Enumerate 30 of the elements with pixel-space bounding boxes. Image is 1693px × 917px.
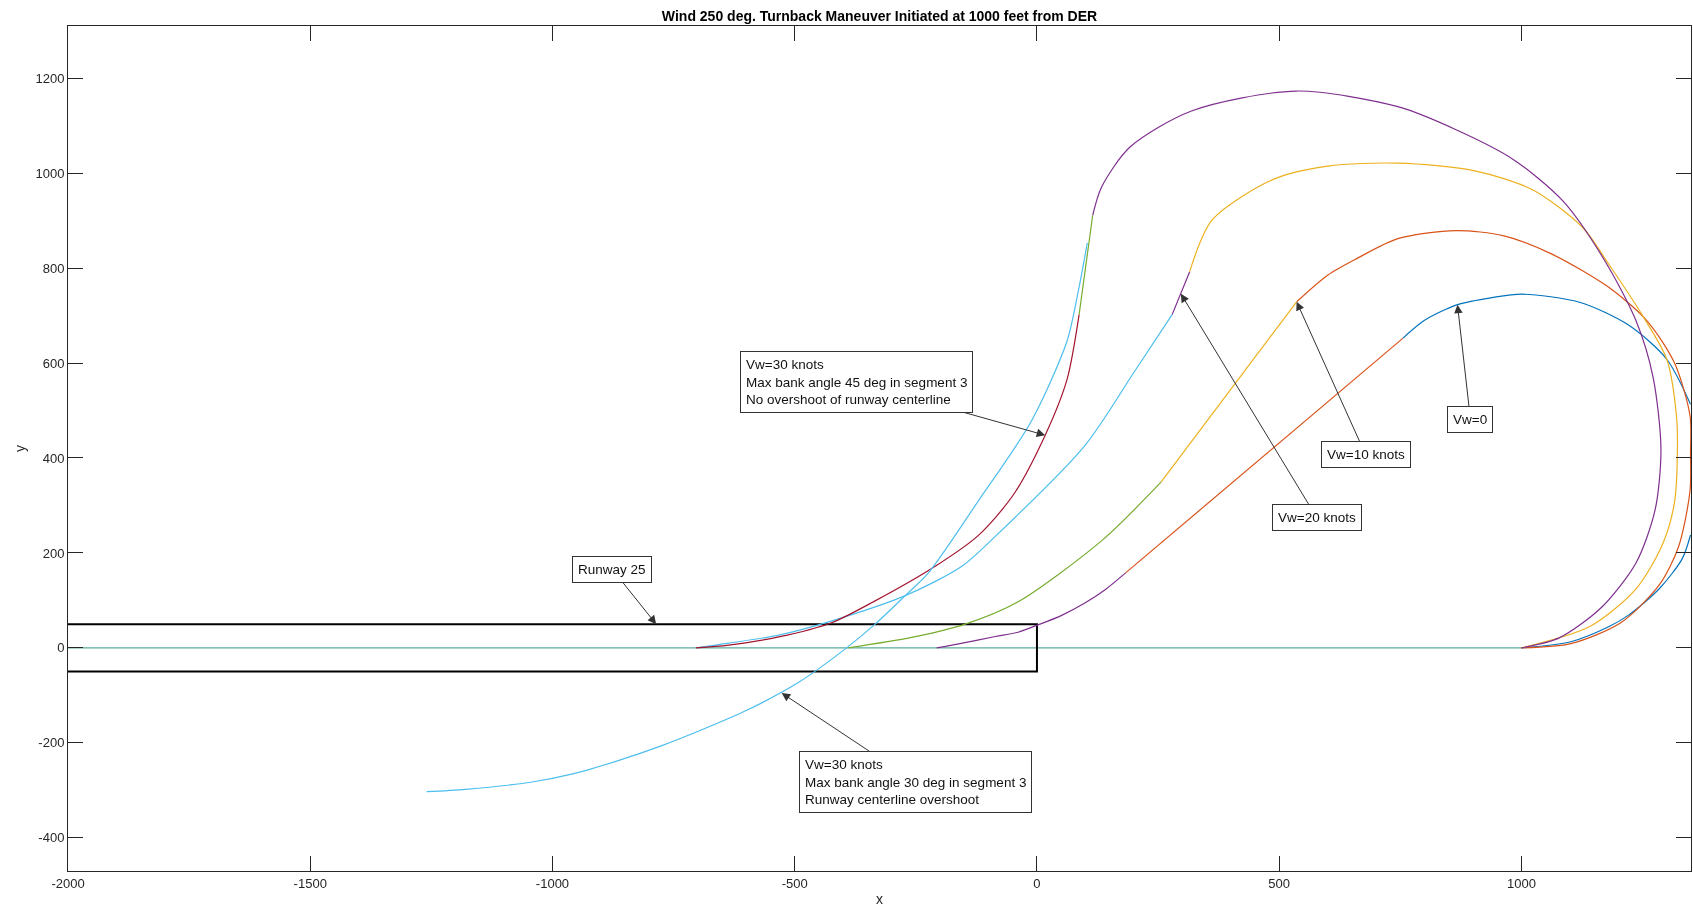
line-series xyxy=(695,314,1080,649)
y-tick-label: 0 xyxy=(57,640,65,656)
y-tick-label: -400 xyxy=(38,830,65,846)
y-tick-label: 1200 xyxy=(35,70,65,86)
y-tick-label: 200 xyxy=(42,545,65,561)
y-tick-label: -200 xyxy=(38,735,65,751)
line-series xyxy=(936,572,1127,649)
line-series xyxy=(1188,162,1679,649)
annotation: Vw=0 xyxy=(1453,412,1488,427)
annotation: Vw=20 knots xyxy=(1278,510,1356,525)
line-series xyxy=(847,481,1162,649)
chart-title: Wind 250 deg. Turnback Maneuver Initiated at 1000 feet from DER xyxy=(661,8,1098,24)
x-axis-title: x xyxy=(876,890,883,907)
x-tick-label: -1500 xyxy=(293,875,327,891)
y-tick-label: 600 xyxy=(42,355,65,371)
y-tick-label: 800 xyxy=(42,260,65,276)
annotation: Vw=10 knots xyxy=(1327,447,1405,462)
x-tick-label: 1000 xyxy=(1506,875,1536,891)
y-tick-label: 400 xyxy=(42,450,65,466)
y-axis-title: y xyxy=(12,445,29,452)
x-tick-label: 500 xyxy=(1268,875,1291,891)
annotation: Vw=30 knots Max bank angle 30 deg in segment 3 Runway centerline overshoot xyxy=(805,757,1027,808)
x-tick-label: -500 xyxy=(781,875,808,891)
x-tick-label: -2000 xyxy=(51,875,85,891)
x-tick-label: -1000 xyxy=(535,875,570,891)
annotation: Runway 25 xyxy=(578,562,646,577)
annotation: Vw=30 knots Max bank angle 45 deg in segment 3 No overshoot of runway centerline xyxy=(746,357,968,408)
x-tick-label: 0 xyxy=(1033,875,1041,891)
line-series xyxy=(1092,90,1662,649)
y-tick-label: 1000 xyxy=(35,165,65,181)
